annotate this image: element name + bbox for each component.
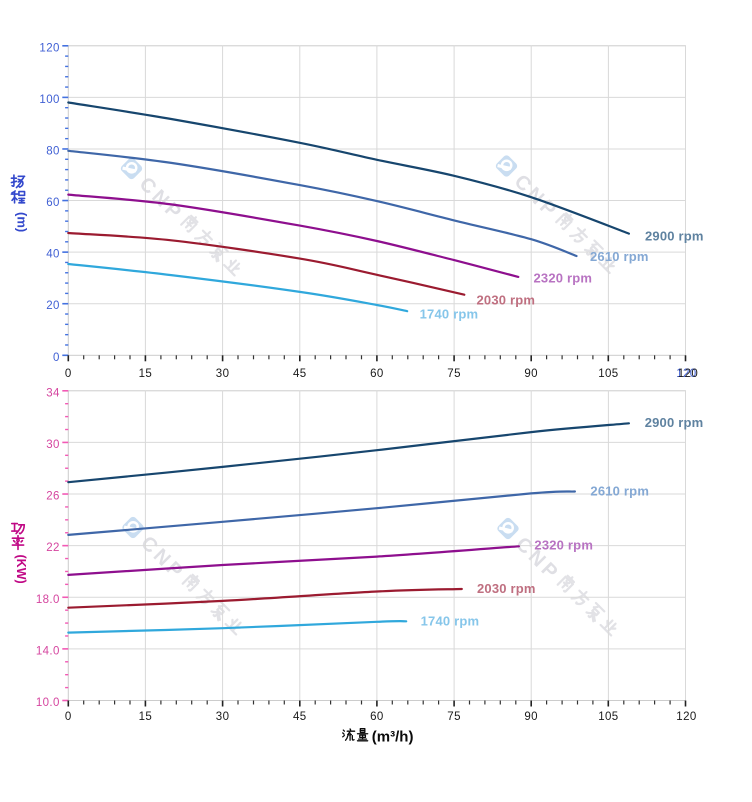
- svg-text:0: 0: [65, 368, 72, 380]
- svg-text:40: 40: [46, 249, 60, 261]
- svg-text:30: 30: [46, 439, 60, 451]
- svg-text:26: 26: [46, 491, 60, 503]
- svg-text:2900 rpm: 2900 rpm: [645, 229, 704, 244]
- svg-text:14.0: 14.0: [36, 645, 60, 657]
- svg-text:75: 75: [447, 711, 461, 723]
- svg-text:120: 120: [676, 711, 696, 723]
- svg-text:0: 0: [65, 711, 72, 723]
- svg-text:2610 rpm: 2610 rpm: [590, 484, 649, 499]
- svg-text:(m³/h): (m³/h): [372, 728, 414, 745]
- svg-text:10.0: 10.0: [36, 697, 60, 709]
- svg-text:(KW): (KW): [14, 555, 28, 584]
- svg-text:105: 105: [598, 368, 618, 380]
- svg-text:100: 100: [39, 94, 59, 106]
- svg-text:60: 60: [370, 711, 384, 723]
- svg-text:45: 45: [293, 711, 307, 723]
- svg-text:120: 120: [39, 42, 59, 54]
- svg-text:105: 105: [598, 711, 618, 723]
- svg-text:20: 20: [46, 300, 60, 312]
- svg-text:30: 30: [216, 711, 230, 723]
- svg-text:(m): (m): [14, 212, 29, 232]
- svg-text:2900 rpm: 2900 rpm: [645, 415, 704, 430]
- svg-text:2610 rpm: 2610 rpm: [590, 249, 649, 264]
- svg-text:75: 75: [447, 368, 461, 380]
- svg-text:15: 15: [139, 368, 153, 380]
- svg-text:60: 60: [370, 368, 384, 380]
- svg-text:2320 rpm: 2320 rpm: [534, 538, 593, 553]
- svg-text:90: 90: [524, 368, 538, 380]
- svg-text:1740 rpm: 1740 rpm: [420, 307, 479, 322]
- svg-text:90: 90: [524, 711, 538, 723]
- svg-text:120: 120: [676, 368, 696, 380]
- svg-text:45: 45: [293, 368, 307, 380]
- svg-text:60: 60: [46, 197, 60, 209]
- svg-text:34: 34: [46, 387, 60, 399]
- svg-text:30: 30: [216, 368, 230, 380]
- svg-text:22: 22: [46, 542, 60, 554]
- svg-text:1740 rpm: 1740 rpm: [421, 614, 480, 629]
- svg-text:80: 80: [46, 145, 60, 157]
- svg-text:18.0: 18.0: [36, 594, 60, 606]
- svg-text:120: 120: [678, 368, 698, 380]
- svg-text:15: 15: [139, 711, 153, 723]
- svg-text:2320 rpm: 2320 rpm: [534, 271, 593, 286]
- svg-text:0: 0: [53, 352, 60, 364]
- svg-text:2030 rpm: 2030 rpm: [477, 293, 536, 308]
- svg-text:2030 rpm: 2030 rpm: [477, 581, 536, 596]
